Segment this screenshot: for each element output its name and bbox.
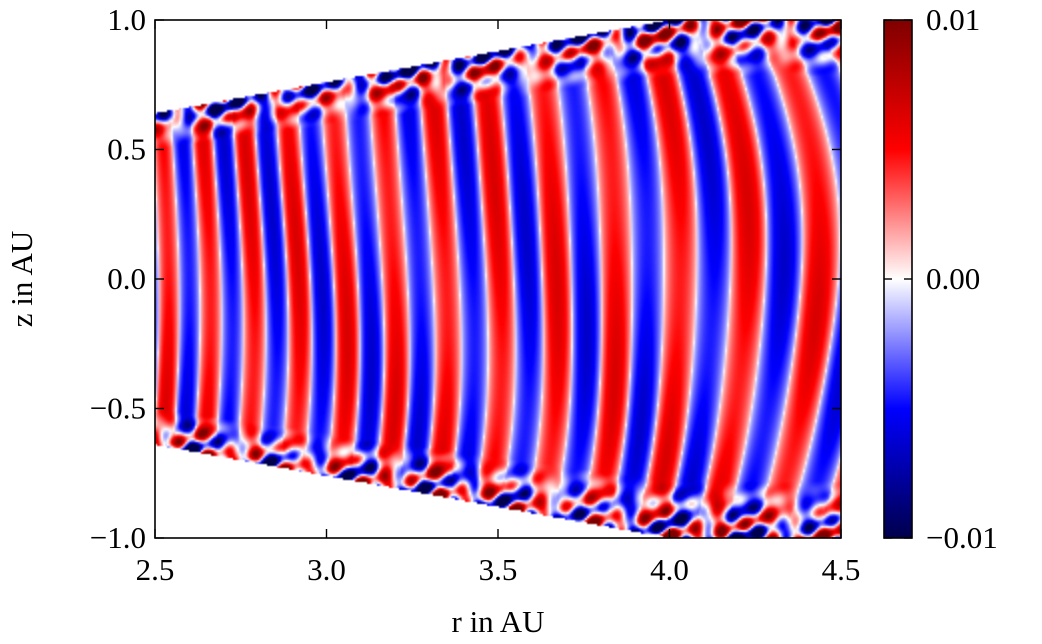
colorbar-ticks: 0.01 0.00 −0.01 bbox=[884, 2, 998, 555]
colorbar-tick-label: −0.01 bbox=[926, 520, 998, 555]
x-tick-label: 2.5 bbox=[136, 552, 175, 587]
heatmap-field bbox=[155, 20, 841, 538]
x-axis-ticks: 2.5 3.0 3.5 4.0 4.5 bbox=[136, 20, 861, 587]
x-tick-label: 3.5 bbox=[479, 552, 518, 587]
y-tick-label: 0.5 bbox=[107, 132, 146, 167]
colorbar: 0.01 0.00 −0.01 bbox=[883, 2, 998, 555]
heatmap-plot-area: 2.5 3.0 3.5 4.0 4.5 1.0 0.5 0.0 −0.5 −1.0 bbox=[90, 2, 861, 587]
x-tick-label: 4.0 bbox=[650, 552, 689, 587]
y-tick-label: −0.5 bbox=[90, 391, 146, 426]
x-tick-label: 4.5 bbox=[822, 552, 861, 587]
y-tick-label: 0.0 bbox=[107, 261, 146, 296]
x-tick-label: 3.0 bbox=[307, 552, 346, 587]
y-axis-ticks: 1.0 0.5 0.0 −0.5 −1.0 bbox=[90, 2, 841, 555]
x-axis-label: r in AU bbox=[452, 604, 545, 639]
y-axis-label: z in AU bbox=[4, 231, 39, 327]
y-tick-label: 1.0 bbox=[107, 2, 146, 37]
colorbar-tick-label: 0.01 bbox=[926, 2, 980, 37]
y-tick-label: −1.0 bbox=[90, 520, 146, 555]
colorbar-tick-label: 0.00 bbox=[926, 261, 980, 296]
